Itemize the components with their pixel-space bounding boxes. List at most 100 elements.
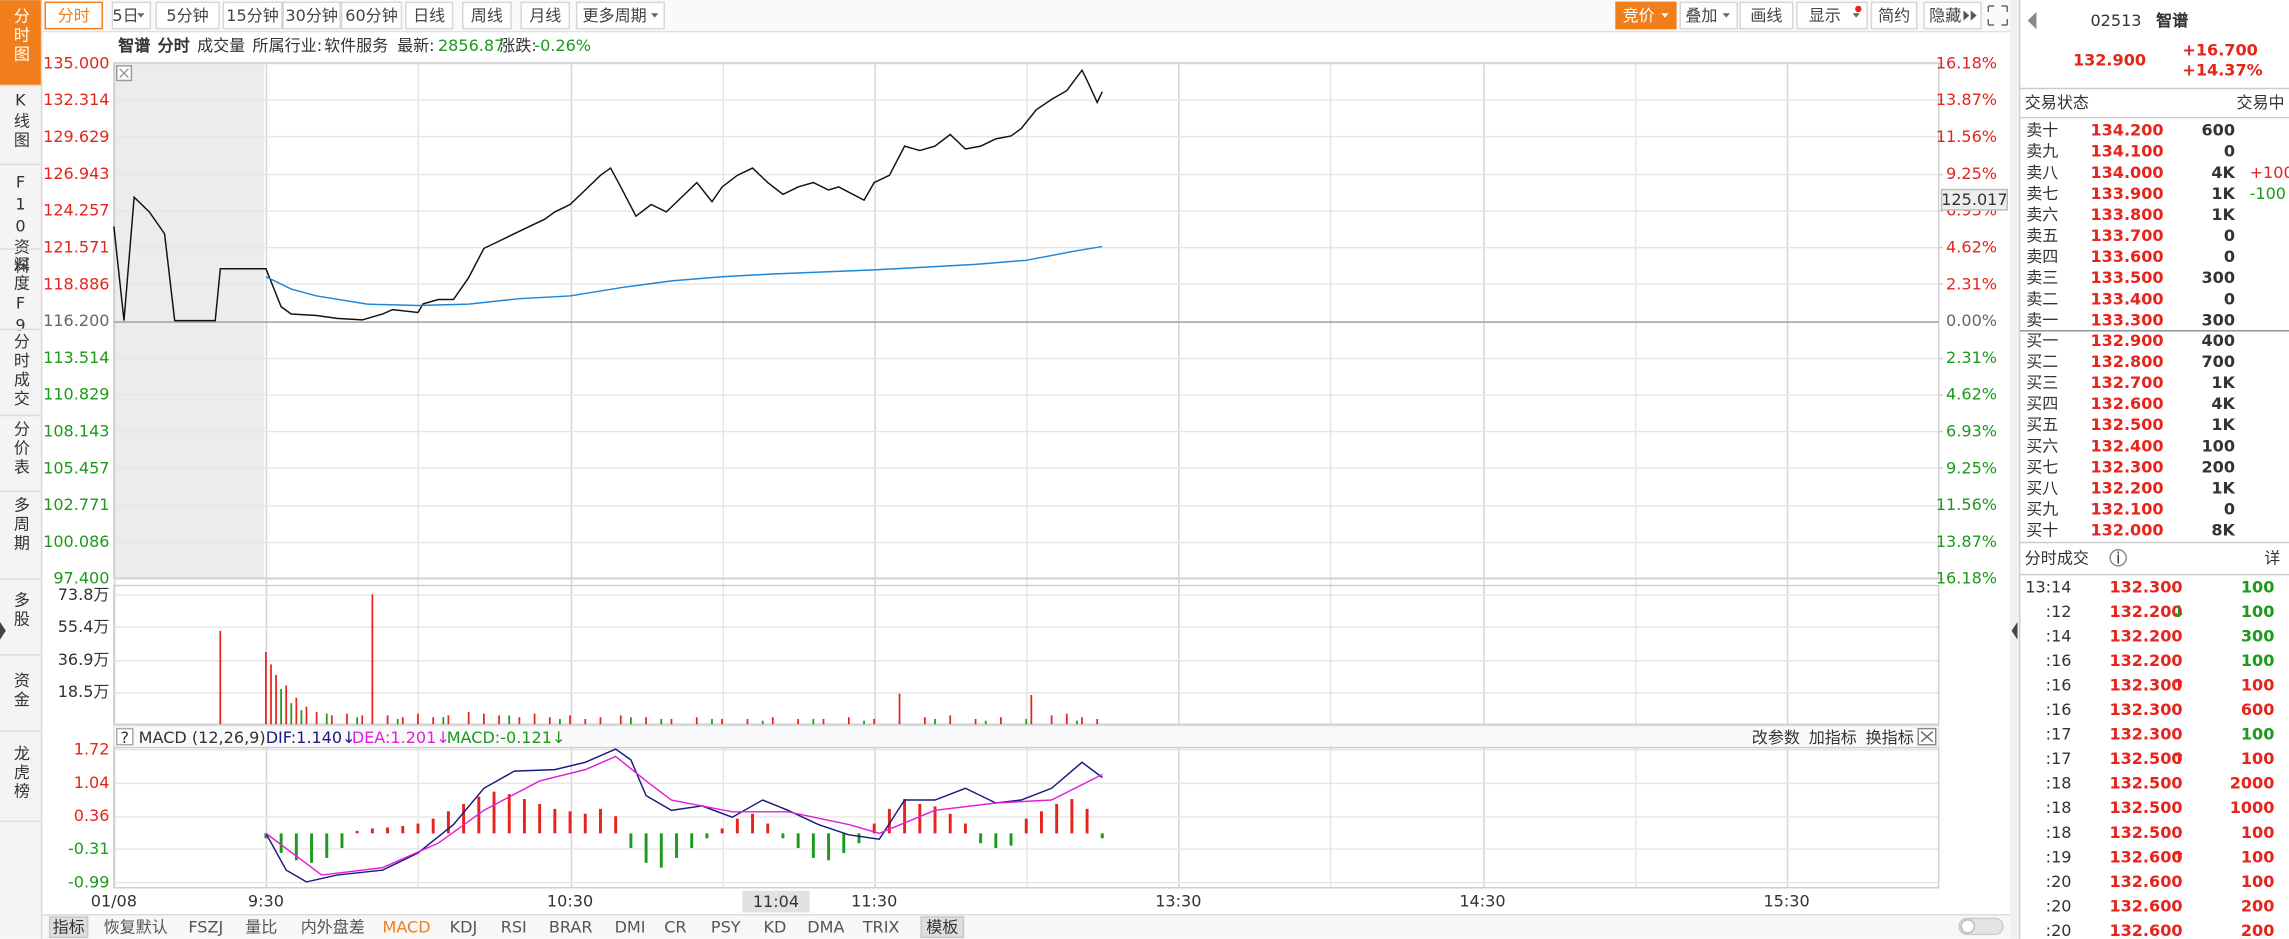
quote-name: 智谱 <box>2156 11 2188 30</box>
volume-bar <box>584 718 587 725</box>
bottom-tab[interactable]: BRAR <box>549 918 593 937</box>
volume-bar <box>483 713 485 725</box>
legend-item: MACD:-0.121↓ <box>447 728 566 747</box>
macd-bar <box>507 794 511 834</box>
bottom-tab[interactable]: DMA <box>807 918 844 937</box>
toolbar-button[interactable] <box>575 1 665 30</box>
sidebar-item[interactable]: 多周期 <box>11 497 30 554</box>
volume-bar <box>812 718 815 725</box>
bottom-tab[interactable]: RSI <box>501 918 527 937</box>
y-tick-label: 1.72 <box>74 740 110 759</box>
x-tick-label: 13:30 <box>1155 891 1201 910</box>
book-label: 买一 <box>2026 331 2058 350</box>
trade-price: 132.200 <box>2109 627 2182 646</box>
book-volume: 0 <box>2224 500 2235 519</box>
macd-bar <box>751 813 754 834</box>
trade-volume: 1000 <box>2230 798 2275 817</box>
toolbar-button[interactable] <box>111 1 152 30</box>
toolbar-button[interactable] <box>1739 1 1794 30</box>
dropdown-arrow <box>1722 13 1730 18</box>
book-volume: 4K <box>2211 394 2235 413</box>
bottom-tab[interactable]: DMI <box>615 918 646 937</box>
toolbar-button[interactable] <box>405 1 454 30</box>
volume-bar <box>396 718 399 725</box>
book-price: 132.100 <box>2090 500 2163 519</box>
info-change: -0.26% <box>534 36 591 55</box>
macd-bar <box>477 796 481 834</box>
info-icon[interactable] <box>2109 549 2127 567</box>
toolbar-button[interactable] <box>282 1 341 30</box>
sidebar-item[interactable]: 分价表 <box>11 421 30 478</box>
bottom-tab[interactable]: 内外盘差 <box>301 918 365 937</box>
toolbar-button[interactable] <box>222 1 283 30</box>
bottom-tab[interactable]: TRIX <box>862 918 900 937</box>
trade-time: :16 <box>2046 651 2072 670</box>
macd-bar <box>675 833 678 858</box>
bottom-tab[interactable]: CR <box>664 918 686 937</box>
toolbar-button[interactable] <box>520 1 571 30</box>
trade-time: :20 <box>2046 896 2072 915</box>
bottom-tab[interactable]: PSY <box>711 918 741 937</box>
sidebar-item[interactable]: 多股 <box>11 591 30 629</box>
prev-stock[interactable] <box>2027 11 2037 30</box>
bottom-tab[interactable]: FSZJ <box>188 918 223 937</box>
sidebar-item[interactable]: 分时图 <box>11 7 30 64</box>
macd-button[interactable]: 改参数 <box>1752 728 1800 747</box>
trades-detail[interactable]: 详 <box>2264 548 2280 567</box>
macd-bar <box>644 833 648 863</box>
macd-bar <box>690 833 694 849</box>
macd-bar <box>827 833 831 861</box>
book-volume: 0 <box>2224 142 2235 161</box>
y-tick-label: 102.771 <box>43 495 109 514</box>
toolbar-label: 竞价 <box>1623 6 1655 25</box>
book-label: 买四 <box>2026 394 2058 413</box>
sidebar-item[interactable]: 分时成交 <box>11 333 30 409</box>
splitter-arrow[interactable] <box>2011 622 2018 640</box>
help-icon: ? <box>121 728 130 747</box>
bottom-tab[interactable]: KDJ <box>450 918 478 937</box>
collapse-arrow[interactable] <box>0 622 6 640</box>
macd-button[interactable]: 换指标 <box>1866 728 1914 747</box>
toolbar-button[interactable] <box>462 1 512 30</box>
toolbar-button[interactable] <box>44 1 103 30</box>
help-box[interactable] <box>116 727 134 746</box>
macd-button[interactable]: 加指标 <box>1809 728 1857 747</box>
trade-volume: 100 <box>2241 749 2275 768</box>
volume-bar <box>533 713 536 725</box>
sidebar-item[interactable]: 龙虎榜 <box>11 745 30 802</box>
volume-bar <box>721 718 724 725</box>
toolbar-button[interactable] <box>340 1 403 30</box>
macd-bar <box>1070 799 1074 834</box>
book-label: 卖九 <box>2026 142 2058 161</box>
toolbar-label: 画线 <box>1750 6 1782 25</box>
tab-box[interactable] <box>48 916 89 939</box>
macd-bar <box>416 823 420 834</box>
volume-bar <box>1000 717 1002 725</box>
y-tick-label: 132.314 <box>43 90 109 109</box>
tab-box[interactable] <box>920 916 965 939</box>
toolbar-button[interactable] <box>155 1 220 30</box>
sidebar-item[interactable]: 深度F9 <box>11 256 30 338</box>
toolbar-button[interactable] <box>1870 1 1918 30</box>
volume-bar <box>599 717 602 725</box>
x-tick-label: 15:30 <box>1763 891 1809 910</box>
bottom-tab[interactable]: MACD <box>382 918 430 937</box>
trade-time: :18 <box>2046 774 2072 793</box>
trade-volume: 100 <box>2241 651 2275 670</box>
bottom-tab[interactable]: KD <box>763 918 786 937</box>
macd-bar <box>355 830 359 834</box>
trade-price: 132.500 <box>2109 798 2182 817</box>
bottom-tab[interactable]: 恢复默认 <box>104 918 168 937</box>
toolbar-label: 5日 <box>112 6 138 25</box>
fullscreen-icon[interactable] <box>1987 5 2008 26</box>
sidebar-item[interactable]: F10资料 <box>11 172 30 276</box>
book-label: 买三 <box>2026 373 2058 392</box>
bottom-tab[interactable]: 量比 <box>245 918 277 937</box>
legend-item: DIF:1.140↓ <box>266 728 356 747</box>
bottom-tab[interactable]: 模板 <box>926 918 958 937</box>
sidebar-item[interactable]: K线图 <box>11 91 30 151</box>
x-tick-label: 11:30 <box>851 891 897 910</box>
bottom-tab[interactable]: 指标 <box>53 918 85 937</box>
dropdown-arrow <box>137 13 145 18</box>
sidebar-item[interactable]: 资金 <box>11 672 30 710</box>
